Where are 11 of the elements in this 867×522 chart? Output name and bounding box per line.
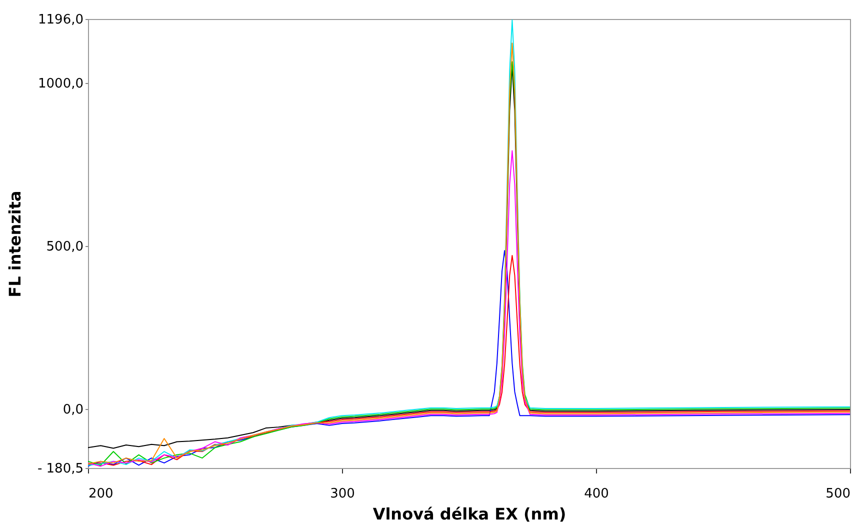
x-tick-label: 400 xyxy=(584,486,609,502)
x-tick-label: 300 xyxy=(330,486,355,502)
x-axis-title: Vlnová délka EX (nm) xyxy=(372,504,566,522)
y-tick-label: 1196,0 xyxy=(38,12,84,28)
x-tick-label: 200 xyxy=(88,486,114,502)
y-axis-title: FL intenzita xyxy=(5,190,24,298)
y-tick-label: 0,0 xyxy=(62,402,84,418)
y-tick-label: 500,0 xyxy=(46,240,84,255)
y-tick-label: - 180,5 xyxy=(37,462,84,476)
y-tick-label: 1000,0 xyxy=(38,76,84,92)
x-tick-label: 500 xyxy=(826,486,850,502)
